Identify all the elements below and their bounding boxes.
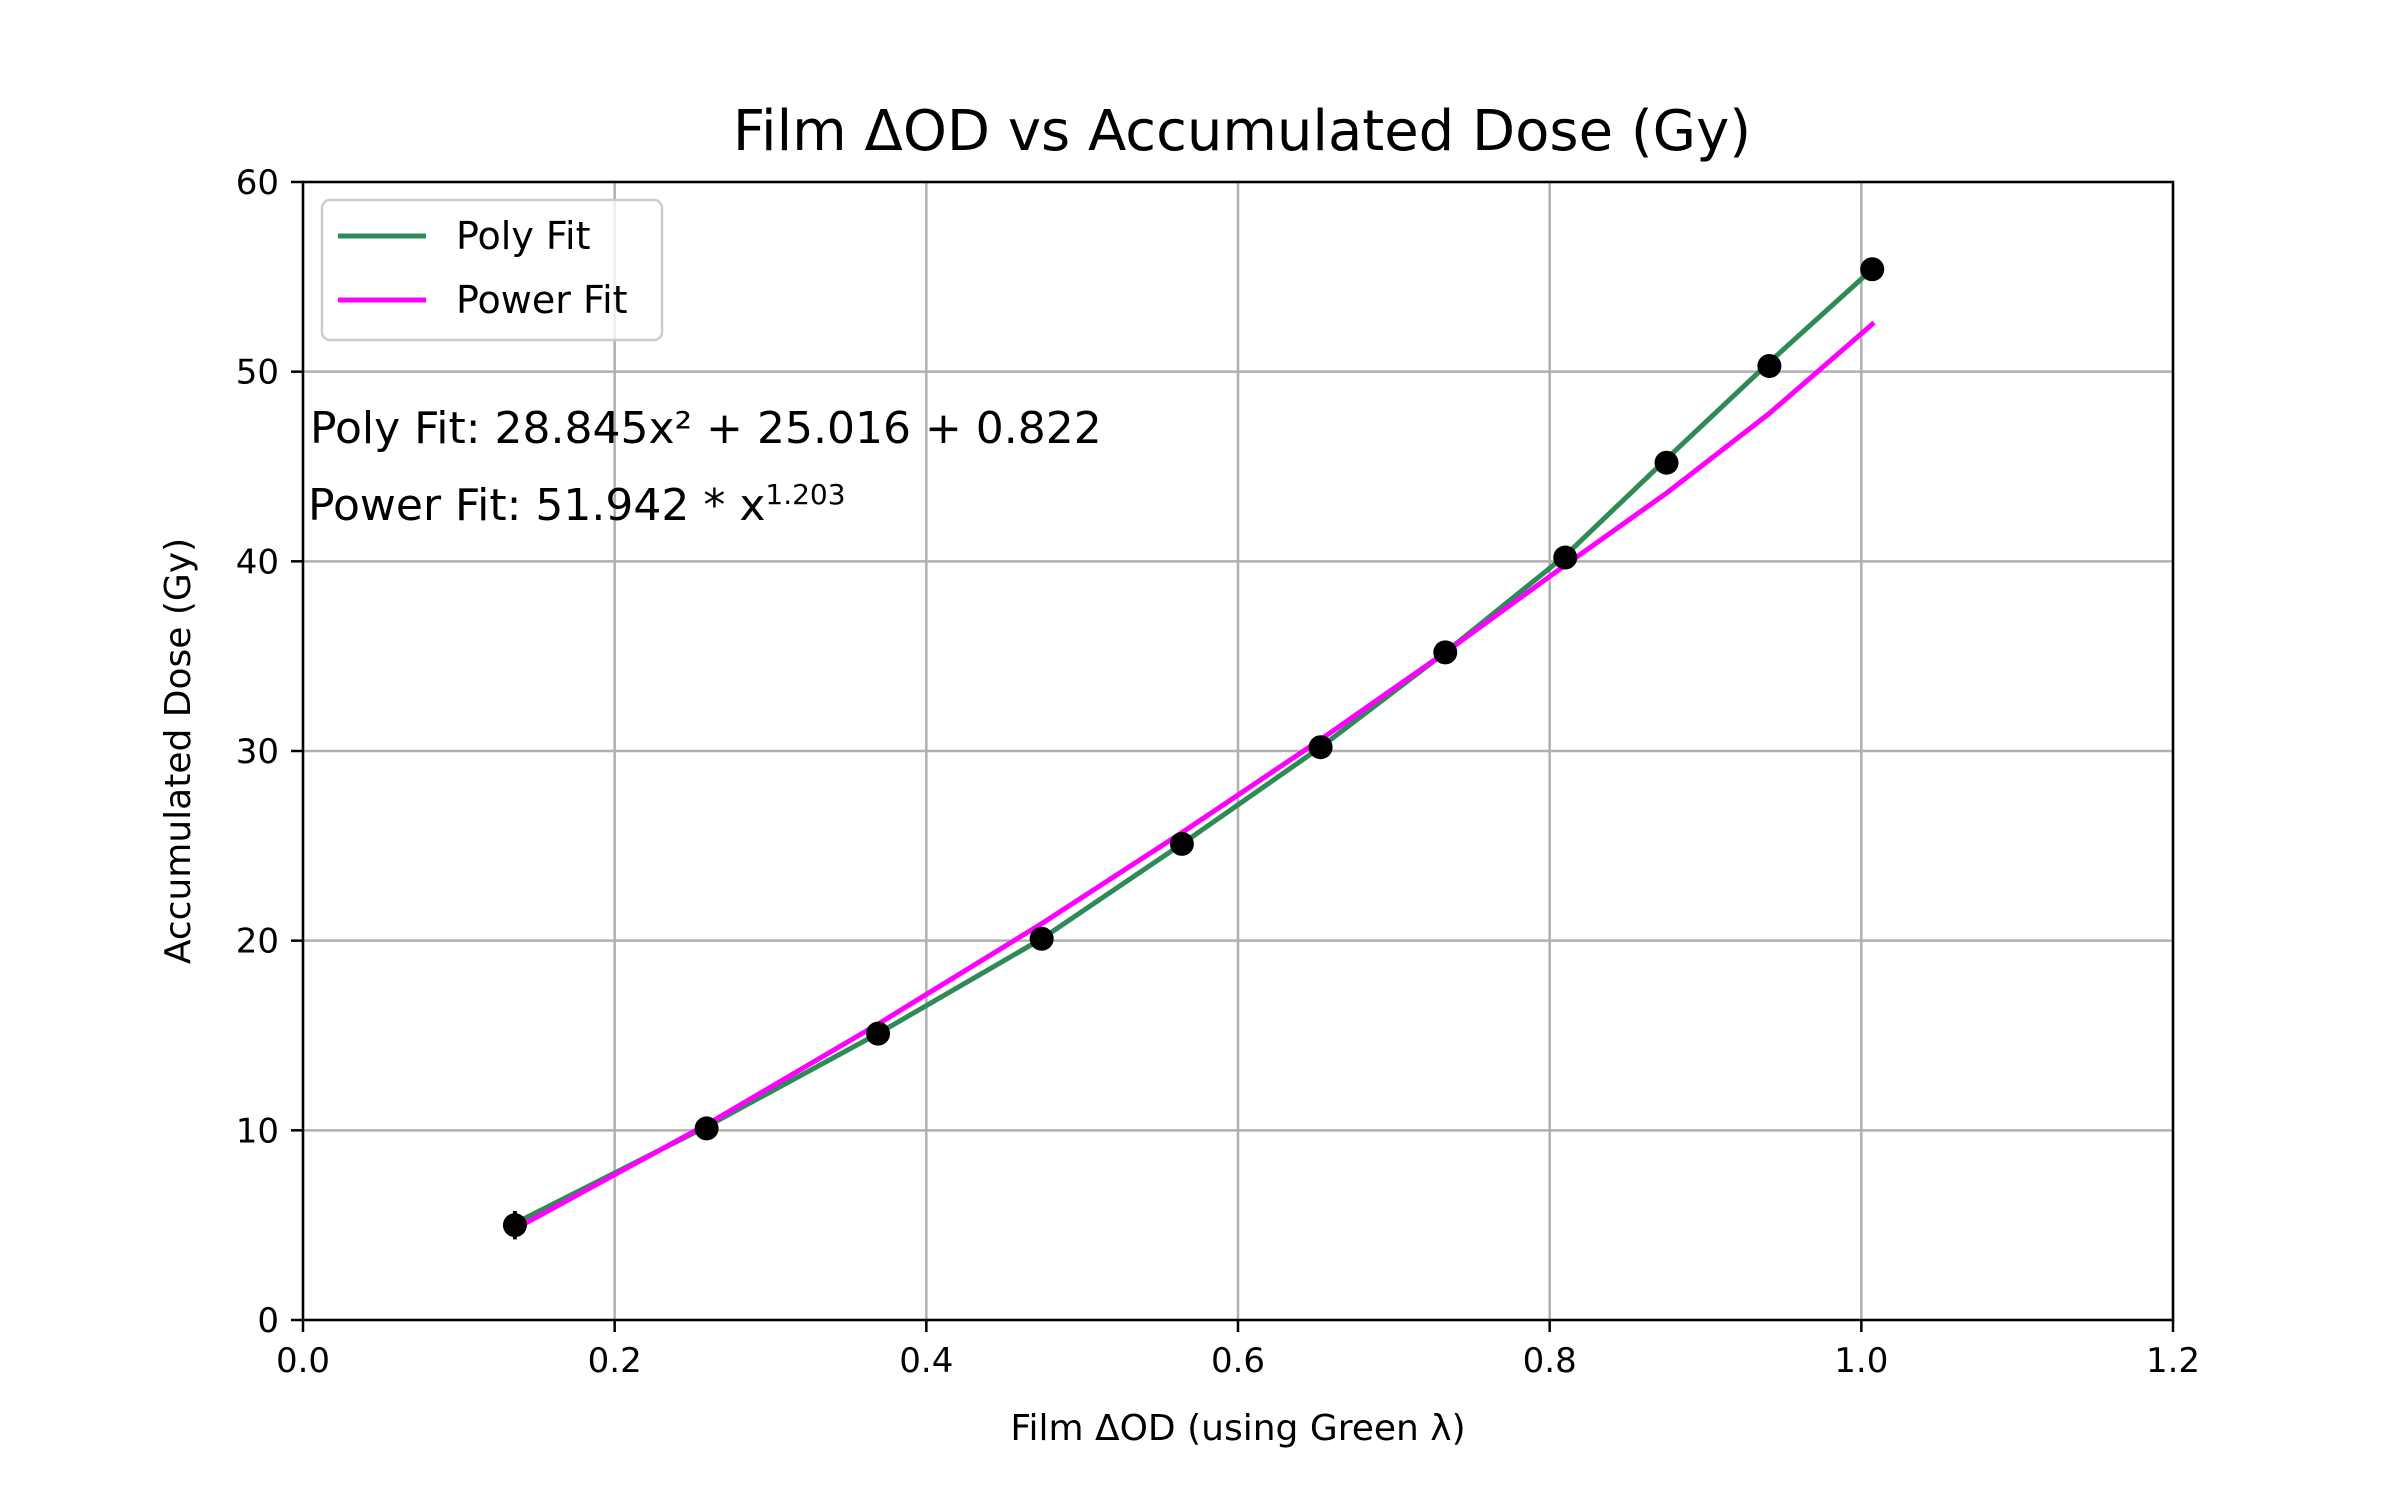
data-point: [1757, 353, 1782, 378]
y-tick-label: 0: [257, 1301, 279, 1341]
x-axis-ticks: 0.0 0.2 0.4 0.6 0.8 1.0 1.2: [276, 1320, 2200, 1381]
data-point: [1654, 450, 1679, 475]
power-fit-equation: Power Fit: 51.942 * x1.203: [308, 478, 846, 531]
power-fit-equation-exponent: 1.203: [765, 478, 845, 511]
data-point: [1433, 640, 1458, 665]
x-tick-label: 1.0: [1834, 1341, 1888, 1381]
power-fit-equation-base: Power Fit: 51.942 * x: [308, 480, 765, 531]
data-point: [1553, 545, 1578, 570]
data-point: [694, 1116, 719, 1141]
y-tick-label: 30: [236, 732, 279, 772]
y-tick-label: 50: [236, 353, 279, 393]
data-point: [1860, 257, 1885, 282]
data-point: [866, 1021, 891, 1046]
legend: Poly Fit Power Fit: [320, 198, 664, 342]
x-tick-label: 0.8: [1523, 1341, 1577, 1381]
data-point: [502, 1213, 527, 1238]
data-point: [1029, 926, 1054, 951]
x-tick-label: 0.2: [588, 1341, 642, 1381]
x-tick-label: 1.2: [2146, 1341, 2200, 1381]
y-tick-label: 60: [236, 163, 279, 203]
x-axis-label: Film ΔOD (using Green λ): [1010, 1408, 1465, 1449]
chart-title: Film ΔOD vs Accumulated Dose (Gy): [733, 99, 1751, 164]
x-tick-label: 0.6: [1211, 1341, 1265, 1381]
legend-label-power-fit: Power Fit: [456, 278, 628, 322]
legend-label-poly-fit: Poly Fit: [456, 214, 590, 258]
y-tick-label: 20: [236, 922, 279, 962]
y-axis-label: Accumulated Dose (Gy): [158, 538, 199, 964]
x-tick-label: 0.4: [899, 1341, 953, 1381]
y-tick-label: 10: [236, 1111, 279, 1151]
data-point: [1169, 831, 1194, 856]
poly-fit-equation: Poly Fit: 28.845x² + 25.016 + 0.822: [310, 403, 1102, 454]
data-points: [502, 257, 1885, 1240]
data-point: [1308, 735, 1333, 760]
y-tick-label: 40: [236, 542, 279, 582]
y-axis-ticks: 0 10 20 30 40 50 60: [236, 163, 303, 1341]
x-tick-label: 0.0: [276, 1341, 330, 1381]
